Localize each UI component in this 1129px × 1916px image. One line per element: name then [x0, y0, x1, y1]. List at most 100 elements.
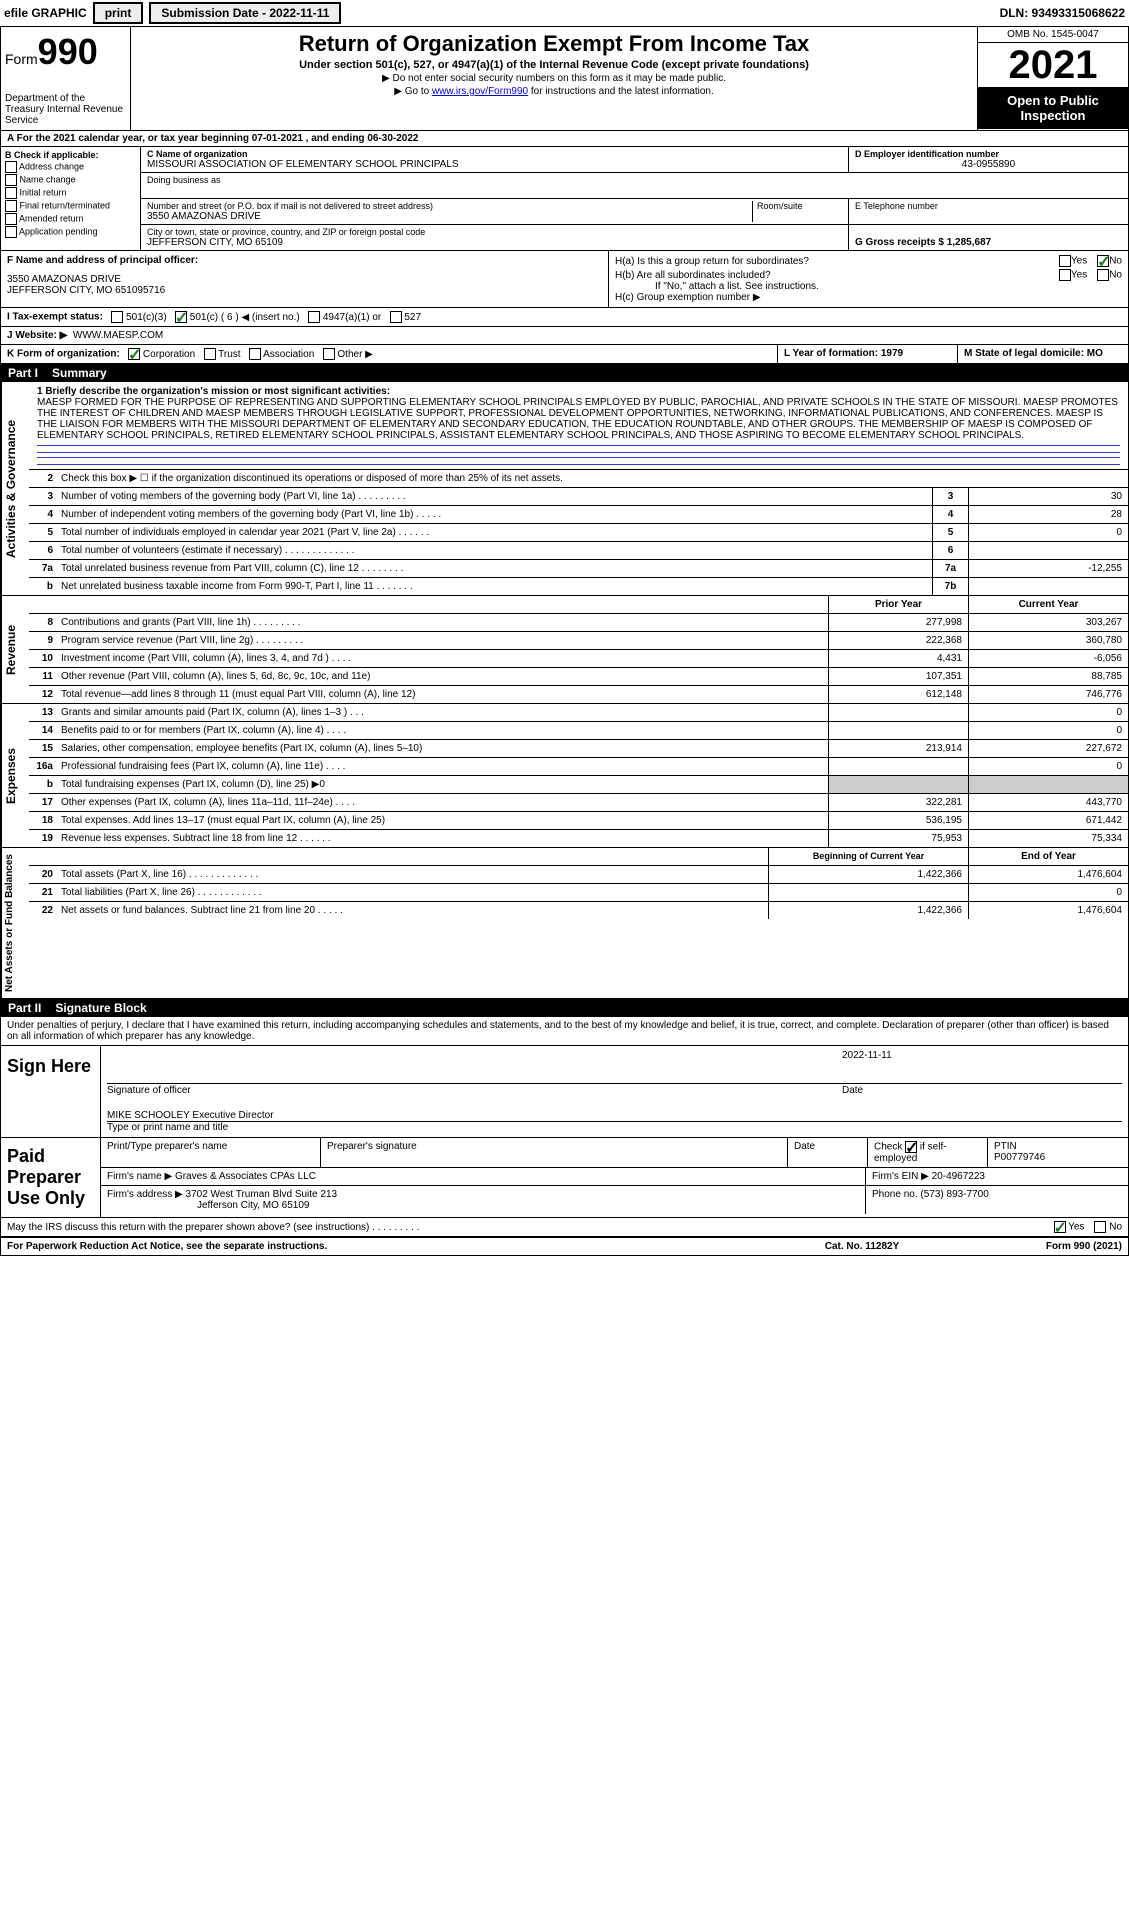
ha-no[interactable]: No — [1097, 255, 1122, 267]
k-label: K Form of organization: — [7, 349, 120, 360]
website-value: WWW.MAESP.COM — [73, 330, 163, 341]
col-b: B Check if applicable: Address change Na… — [1, 147, 141, 250]
j-label: J Website: ▶ — [7, 330, 67, 341]
table-row: 8Contributions and grants (Part VIII, li… — [29, 614, 1128, 632]
chk-initial-return[interactable]: Initial return — [5, 187, 136, 199]
expenses-section: Expenses 13Grants and similar amounts pa… — [0, 704, 1129, 848]
part1-header: Part I Summary — [0, 364, 1129, 382]
chk-501c[interactable]: 501(c) ( 6 ) ◀ (insert no.) — [175, 312, 300, 323]
vtab-expenses: Expenses — [1, 704, 29, 847]
submission-date-button[interactable]: Submission Date - 2022-11-11 — [149, 2, 341, 24]
ein-value: 43-0955890 — [855, 159, 1122, 170]
hc-label: H(c) Group exemption number ▶ — [615, 292, 1122, 303]
begin-year-hdr: Beginning of Current Year — [768, 848, 968, 865]
mission-label: 1 Briefly describe the organization's mi… — [37, 386, 1120, 397]
hb-yes[interactable]: Yes — [1059, 269, 1087, 281]
col-cde: C Name of organization MISSOURI ASSOCIAT… — [141, 147, 1128, 250]
chk-address-change[interactable]: Address change — [5, 161, 136, 173]
table-row: 9Program service revenue (Part VIII, lin… — [29, 632, 1128, 650]
table-row: 5Total number of individuals employed in… — [29, 524, 1128, 542]
row-j: J Website: ▶ WWW.MAESP.COM — [0, 327, 1129, 345]
efile-label: efile GRAPHIC — [4, 6, 87, 20]
table-row: 21Total liabilities (Part X, line 26) . … — [29, 884, 1128, 902]
self-employed-check[interactable] — [905, 1141, 917, 1153]
ha-label: H(a) Is this a group return for subordin… — [615, 256, 1059, 267]
mission-block: 1 Briefly describe the organization's mi… — [29, 382, 1128, 470]
form-note1: ▶ Do not enter social security numbers o… — [137, 73, 971, 84]
blueline — [37, 457, 1120, 465]
prep-h2: Preparer's signature — [321, 1138, 788, 1167]
chk-527[interactable]: 527 — [390, 312, 421, 323]
section-bcde: B Check if applicable: Address change Na… — [0, 147, 1129, 251]
footer-left: For Paperwork Reduction Act Notice, see … — [7, 1241, 762, 1252]
tax-year: 2021 — [978, 43, 1128, 87]
vtab-netassets: Net Assets or Fund Balances — [1, 848, 29, 998]
room-label: Room/suite — [752, 201, 842, 222]
row-fh: F Name and address of principal officer:… — [0, 251, 1129, 308]
firm-city: Jefferson City, MO 65109 — [197, 1200, 309, 1211]
chk-4947[interactable]: 4947(a)(1) or — [308, 312, 381, 323]
l-label: L Year of formation: 1979 — [784, 348, 903, 359]
dba-label: Doing business as — [147, 175, 842, 185]
form-header-right: OMB No. 1545-0047 2021 Open to Public In… — [978, 27, 1128, 130]
e-label: E Telephone number — [855, 201, 1122, 211]
chk-name-change[interactable]: Name change — [5, 174, 136, 186]
netassets-section: Net Assets or Fund Balances Beginning of… — [0, 848, 1129, 999]
chk-trust[interactable]: Trust — [204, 349, 241, 360]
city-label: City or town, state or province, country… — [147, 227, 842, 237]
mission-text: MAESP FORMED FOR THE PURPOSE OF REPRESEN… — [37, 397, 1120, 441]
inspection-label: Open to Public Inspection — [978, 87, 1128, 129]
form-note2: ▶ Go to www.irs.gov/Form990 for instruct… — [137, 86, 971, 97]
table-row: 17Other expenses (Part IX, column (A), l… — [29, 794, 1128, 812]
table-row: 6Total number of volunteers (estimate if… — [29, 542, 1128, 560]
officer-addr1: 3550 AMAZONAS DRIVE — [7, 274, 602, 285]
discuss-yes[interactable]: Yes — [1054, 1221, 1085, 1233]
phone-value: (573) 893-7700 — [920, 1189, 988, 1200]
ha-yes[interactable]: Yes — [1059, 255, 1087, 267]
preparer-label: Paid Preparer Use Only — [1, 1138, 101, 1217]
chk-501c3[interactable]: 501(c)(3) — [111, 312, 166, 323]
chk-application-pending[interactable]: Application pending — [5, 226, 136, 238]
table-row: 22Net assets or fund balances. Subtract … — [29, 902, 1128, 919]
end-year-hdr: End of Year — [968, 848, 1128, 865]
sign-here-label: Sign Here — [1, 1046, 101, 1137]
d-label: D Employer identification number — [855, 149, 1122, 159]
chk-amended-return[interactable]: Amended return — [5, 213, 136, 225]
hb-note: If "No," attach a list. See instructions… — [655, 281, 1122, 292]
m-label: M State of legal domicile: MO — [964, 348, 1103, 359]
sig-officer-label: Signature of officer — [107, 1085, 842, 1096]
prior-year-hdr: Prior Year — [828, 596, 968, 613]
firm-ein: 20-4967223 — [932, 1171, 985, 1182]
prep-h3: Date — [788, 1138, 868, 1167]
phone-label: Phone no. — [872, 1189, 918, 1200]
col-b-title: B Check if applicable: — [5, 150, 136, 160]
irs-link[interactable]: www.irs.gov/Form990 — [432, 86, 528, 97]
table-row: 13Grants and similar amounts paid (Part … — [29, 704, 1128, 722]
dept-label: Department of the Treasury Internal Reve… — [5, 93, 126, 126]
chk-assoc[interactable]: Association — [249, 349, 314, 360]
discuss-label: May the IRS discuss this return with the… — [7, 1222, 1054, 1233]
table-row: 15Salaries, other compensation, employee… — [29, 740, 1128, 758]
footer-right: Form 990 (2021) — [962, 1241, 1122, 1252]
vtab-revenue: Revenue — [1, 596, 29, 703]
current-year-hdr: Current Year — [968, 596, 1128, 613]
chk-final-return[interactable]: Final return/terminated — [5, 200, 136, 212]
table-row: bTotal fundraising expenses (Part IX, co… — [29, 776, 1128, 794]
table-row: bNet unrelated business taxable income f… — [29, 578, 1128, 595]
print-button[interactable]: print — [93, 2, 144, 24]
firm-name: Graves & Associates CPAs LLC — [175, 1171, 316, 1182]
sig-date: 2022-11-11 — [842, 1050, 1122, 1061]
chk-other[interactable]: Other ▶ — [323, 349, 373, 360]
officer-name: MIKE SCHOOLEY Executive Director — [107, 1110, 1122, 1121]
type-name-label: Type or print name and title — [107, 1121, 1122, 1133]
form-header-center: Return of Organization Exempt From Incom… — [131, 27, 978, 130]
discuss-no[interactable]: No — [1094, 1221, 1122, 1233]
chk-corp[interactable]: Corporation — [128, 349, 195, 360]
officer-addr2: JEFFERSON CITY, MO 651095716 — [7, 285, 602, 296]
table-row: 11Other revenue (Part VIII, column (A), … — [29, 668, 1128, 686]
note2-post: for instructions and the latest informat… — [528, 86, 714, 97]
addr-label: Number and street (or P.O. box if mail i… — [147, 201, 752, 211]
page-footer: For Paperwork Reduction Act Notice, see … — [0, 1237, 1129, 1256]
revenue-header-row: Prior Year Current Year — [29, 596, 1128, 614]
net-header-row: Beginning of Current Year End of Year — [29, 848, 1128, 866]
